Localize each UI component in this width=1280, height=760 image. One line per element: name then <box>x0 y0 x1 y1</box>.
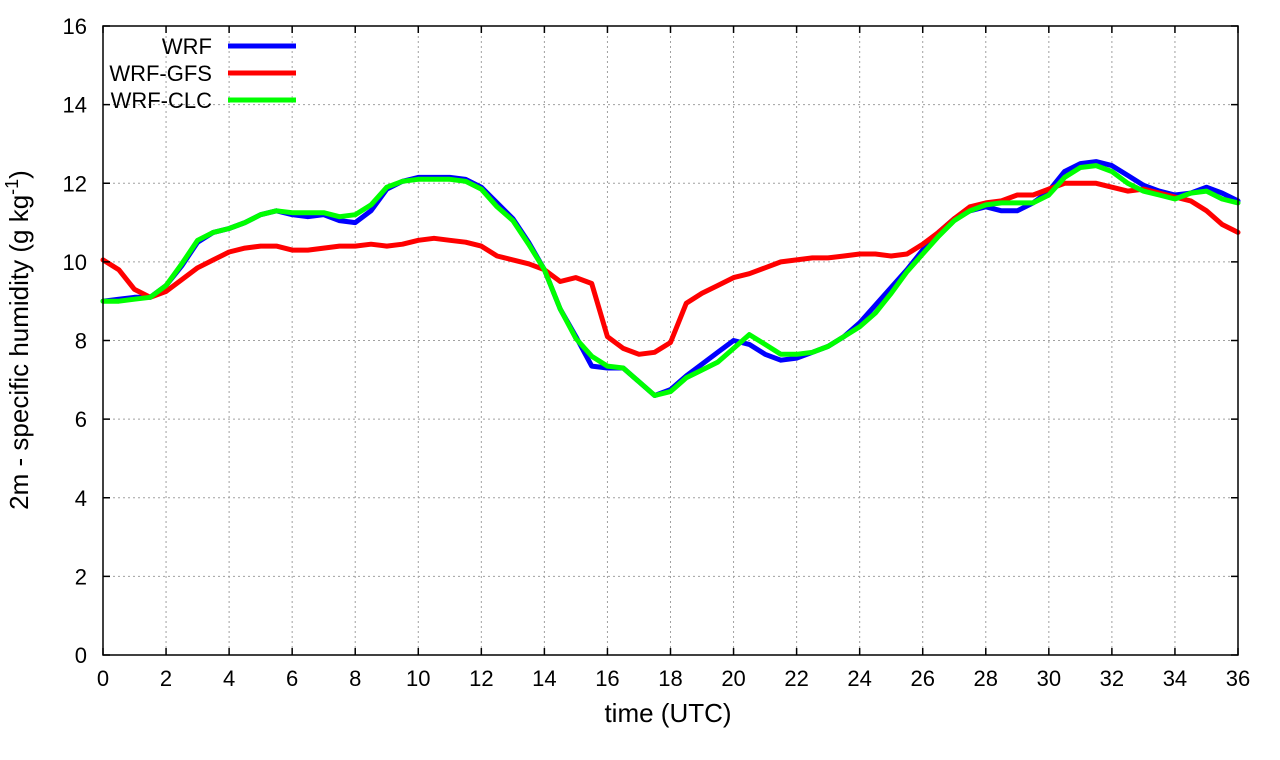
x-tick-label: 32 <box>1100 666 1124 691</box>
grid <box>103 26 1238 655</box>
x-tick-label: 16 <box>595 666 619 691</box>
y-axis-title-tail: ) <box>4 170 34 179</box>
y-tick-label: 14 <box>63 93 87 118</box>
x-tick-label: 20 <box>721 666 745 691</box>
y-tick-label: 10 <box>63 250 87 275</box>
x-tick-label: 22 <box>784 666 808 691</box>
x-tick-label: 4 <box>223 666 235 691</box>
legend-label-1: WRF <box>162 34 212 59</box>
y-axis-ticks: 0 2 4 6 8 10 12 14 16 <box>63 14 1238 668</box>
x-tick-label: 14 <box>532 666 556 691</box>
y-tick-label: 4 <box>75 486 87 511</box>
x-tick-label: 6 <box>286 666 298 691</box>
y-tick-label: 0 <box>75 643 87 668</box>
y-axis-title: 2m - specific humidity (g kg-1) <box>2 170 34 510</box>
x-tick-label: 28 <box>974 666 998 691</box>
x-tick-label: 2 <box>160 666 172 691</box>
y-axis-title-superscript: -1 <box>2 179 22 195</box>
series-line-2 <box>100 180 1241 357</box>
y-tick-label: 12 <box>63 171 87 196</box>
x-tick-label: 24 <box>847 666 871 691</box>
legend-label-2: WRF-GFS <box>109 61 212 86</box>
series-line-3 <box>100 163 1241 398</box>
series-lines <box>100 159 1241 398</box>
x-tick-label: 12 <box>469 666 493 691</box>
y-tick-label: 6 <box>75 407 87 432</box>
x-tick-label: 8 <box>349 666 361 691</box>
y-tick-label: 8 <box>75 329 87 354</box>
x-axis-title: time (UTC) <box>604 698 731 728</box>
x-tick-label: 34 <box>1163 666 1187 691</box>
y-axis-title-main: 2m - specific humidity (g kg <box>4 195 34 510</box>
y-tick-label: 16 <box>63 14 87 39</box>
legend-label-3: WRF-CLC <box>111 88 213 113</box>
y-tick-label: 2 <box>75 564 87 589</box>
x-tick-label: 30 <box>1037 666 1061 691</box>
x-tick-label: 26 <box>910 666 934 691</box>
x-axis-ticks: 0 2 4 6 8 10 12 14 16 18 20 22 24 26 28 30 32 34 36 <box>97 26 1250 691</box>
x-tick-label: 10 <box>406 666 430 691</box>
x-tick-label: 36 <box>1226 666 1250 691</box>
x-tick-label: 18 <box>658 666 682 691</box>
x-tick-label: 0 <box>97 666 109 691</box>
